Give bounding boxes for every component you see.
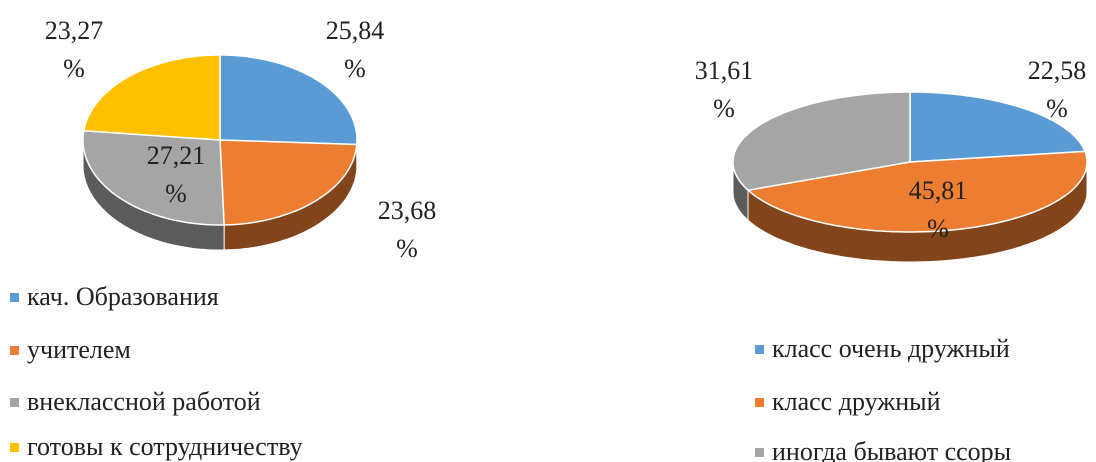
legend-item: иногда бывают ссоры: [755, 437, 1011, 462]
legend-item: кач. Образования: [10, 282, 219, 312]
data-label: 25,84 %: [325, 16, 385, 83]
legend-item: учителем: [10, 335, 131, 365]
pie-slice: [732, 91, 911, 192]
pie-slice: [219, 54, 358, 146]
legend-label: готовы к сотрудничеству: [27, 432, 303, 461]
pie-slice: [82, 54, 221, 141]
legend-swatch: [10, 345, 19, 355]
data-label: 23,68 %: [377, 196, 437, 263]
legend-swatch: [10, 292, 19, 302]
legend-item: готовы к сотрудничеству: [10, 432, 303, 462]
pie-slice: [82, 130, 225, 226]
legend-swatch: [755, 344, 764, 354]
pie-slice: [909, 91, 1087, 163]
legend-label: класс дружный: [772, 387, 941, 416]
legend-label: учителем: [27, 335, 131, 364]
pie-slice: [219, 139, 358, 226]
data-label: 31,61 %: [694, 56, 754, 123]
legend-label: класс очень дружный: [772, 334, 1010, 363]
data-label: 23,27 %: [44, 16, 104, 83]
data-label: 45,81 %: [908, 176, 968, 243]
legend-item: внеклассной работой: [10, 387, 261, 417]
legend-swatch: [10, 397, 19, 407]
legend-label: иногда бывают ссоры: [772, 437, 1012, 462]
legend-swatch: [755, 447, 764, 457]
legend-item: класс дружный: [755, 387, 941, 417]
data-label: 22,58 %: [1027, 56, 1087, 123]
pie-slice: [746, 150, 1088, 233]
data-label: 27,21 %: [146, 141, 206, 208]
legend-swatch: [10, 442, 19, 452]
legend-item: класс очень дружный: [755, 334, 1010, 364]
legend-swatch: [755, 397, 764, 407]
legend-label: внеклассной работой: [27, 387, 261, 416]
legend-label: кач. Образования: [27, 282, 219, 311]
